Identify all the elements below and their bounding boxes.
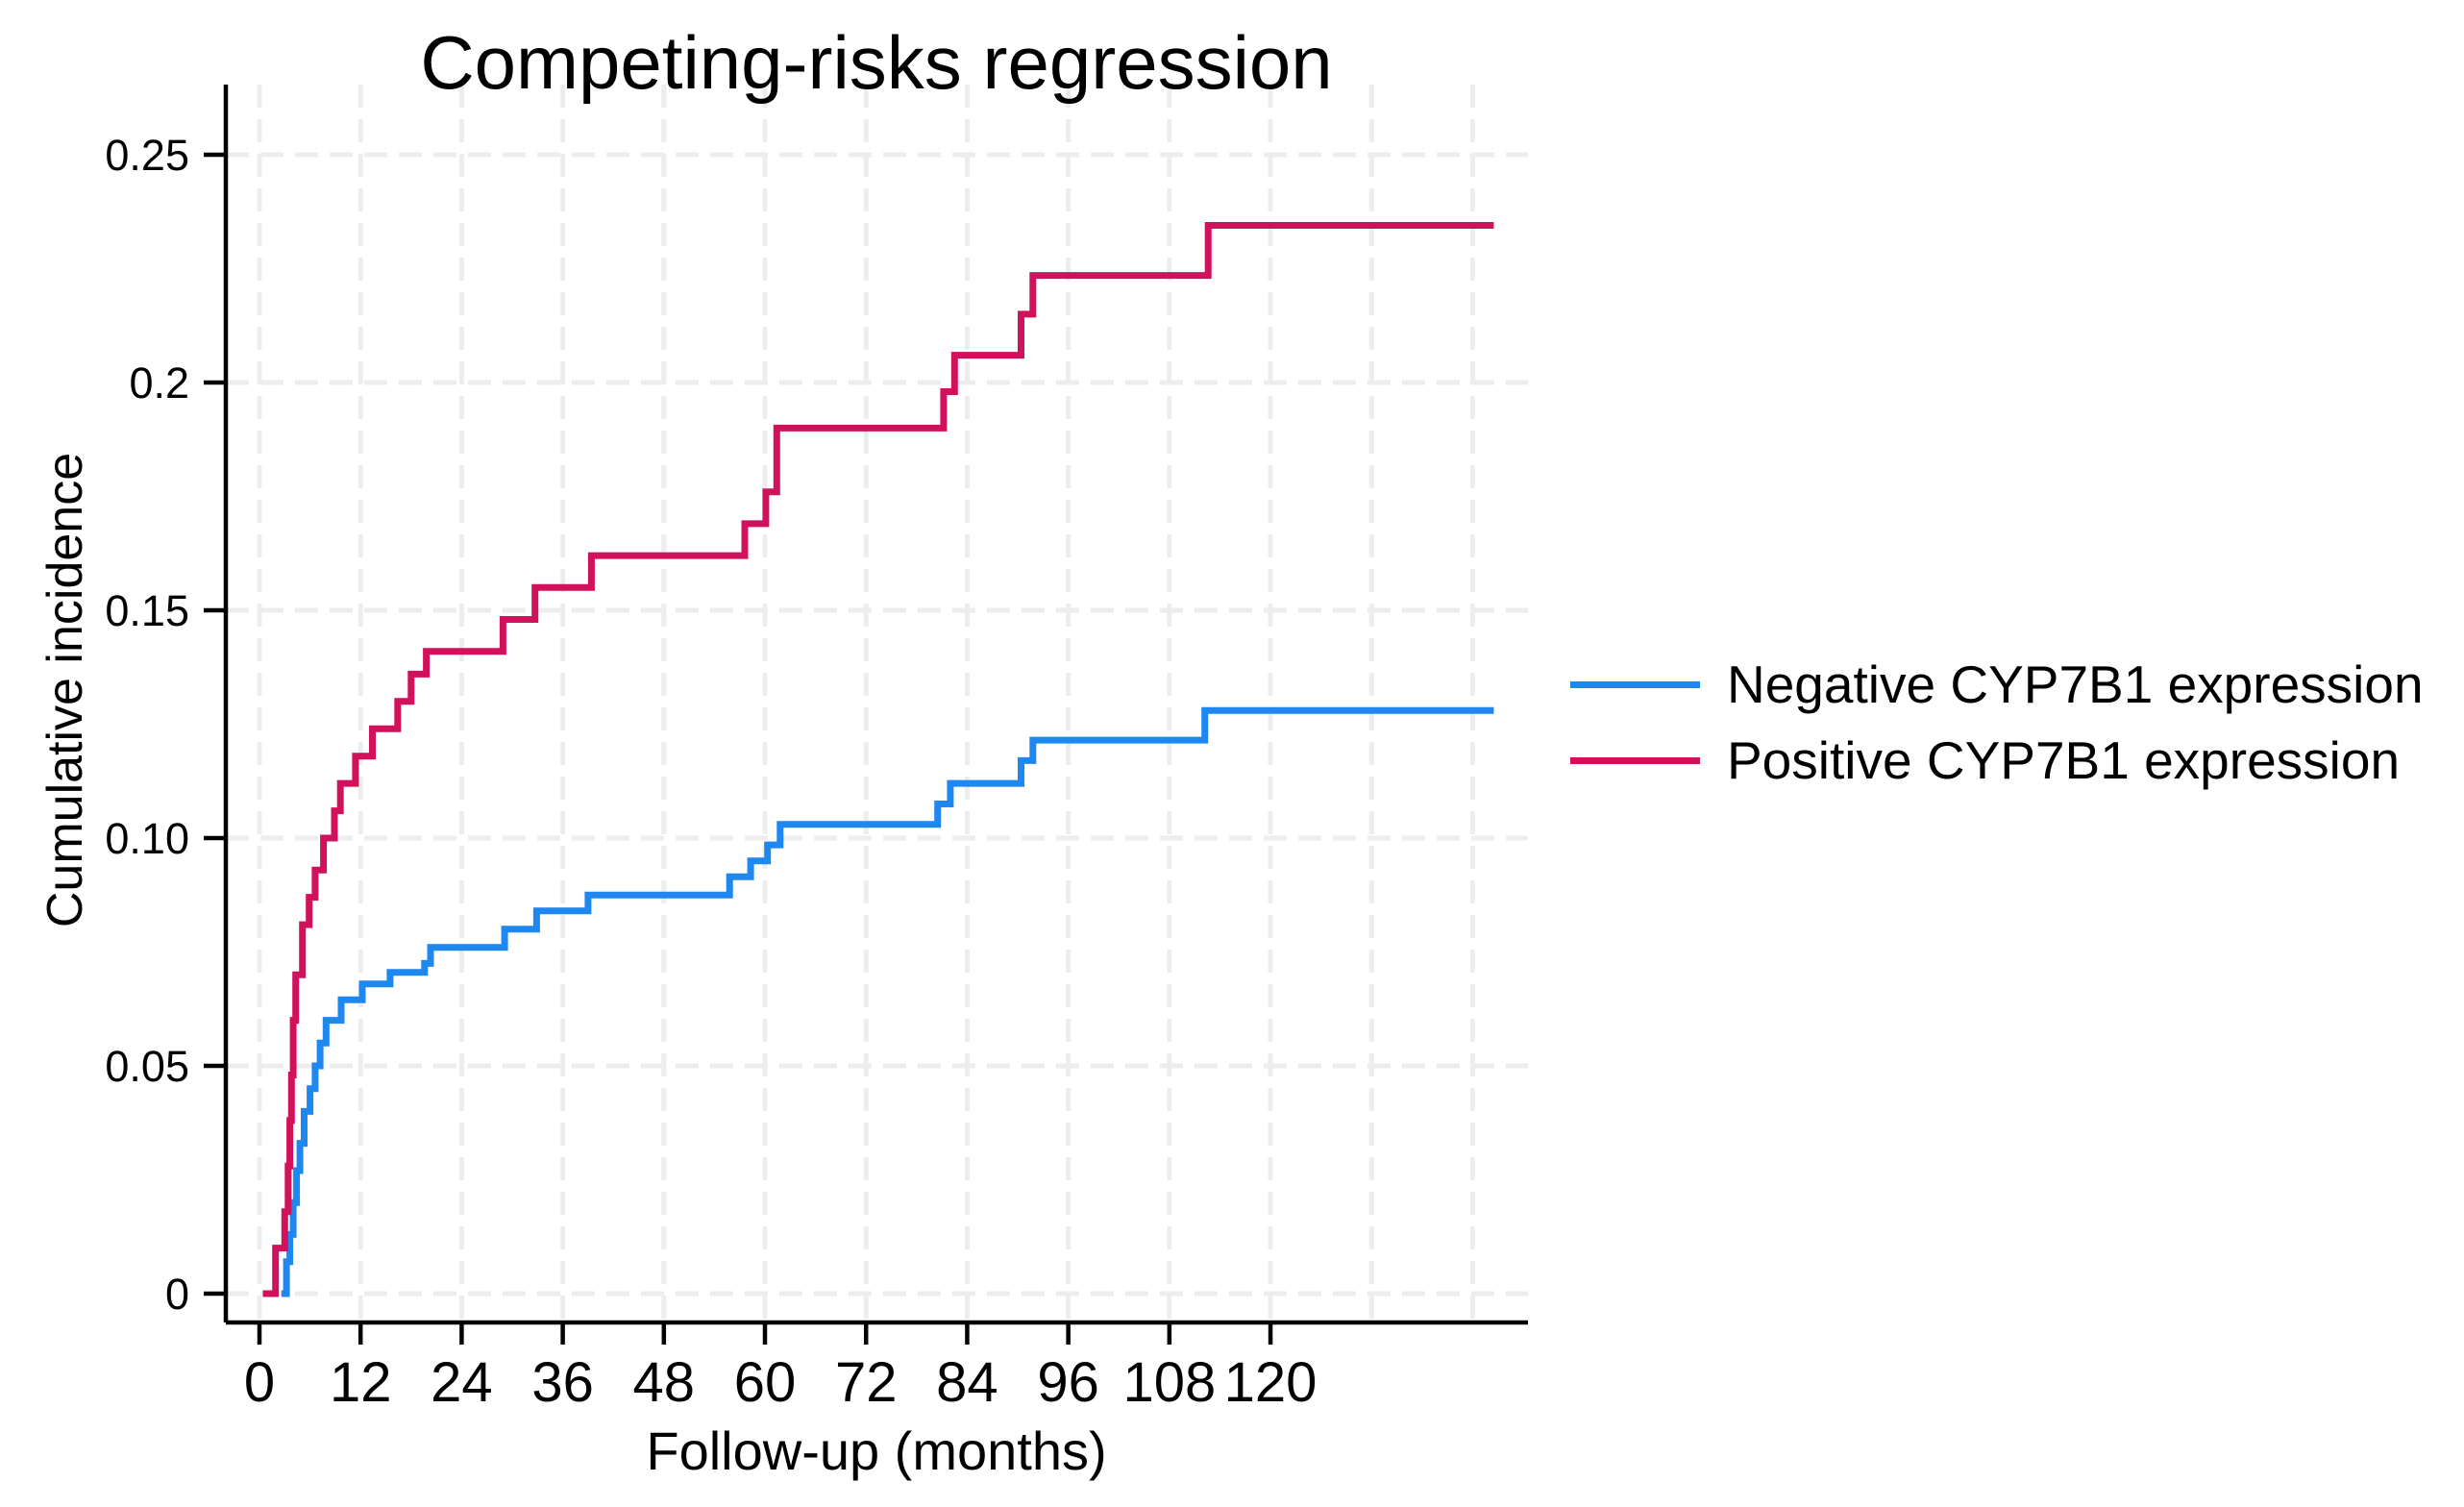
- y-tick-label: 0.15: [105, 586, 189, 635]
- y-tick-label: 0.2: [129, 358, 189, 408]
- x-tick-label: 48: [633, 1351, 696, 1414]
- legend-label-positive: Positive CYP7B1 expression: [1727, 730, 2401, 790]
- y-tick-label: 0.10: [105, 814, 189, 863]
- legend-item-negative: Negative CYP7B1 expression: [1570, 654, 2424, 715]
- legend-item-positive: Positive CYP7B1 expression: [1570, 729, 2424, 791]
- chart-title: Competing-risks regression: [420, 20, 1333, 105]
- positive-series-line-swatch: [1570, 756, 1700, 764]
- x-tick-label: 0: [244, 1351, 275, 1414]
- negative-series-curve: [281, 706, 1494, 1297]
- x-tick-label: 72: [835, 1351, 898, 1414]
- x-tick-label: 36: [531, 1351, 594, 1414]
- y-tick-label: 0: [165, 1270, 189, 1319]
- negative-series-line-swatch: [1570, 680, 1700, 688]
- legend-label-negative: Negative CYP7B1 expression: [1727, 655, 2424, 714]
- x-tick-label: 120: [1224, 1351, 1318, 1414]
- x-tick-label: 84: [936, 1351, 998, 1414]
- y-axis-title: Cumulative incidence: [37, 452, 93, 928]
- x-tick-label: 60: [734, 1351, 797, 1414]
- x-tick-label: 96: [1037, 1351, 1099, 1414]
- positive-series-curve: [262, 222, 1494, 1297]
- x-tick-label: 108: [1122, 1351, 1216, 1414]
- x-axis-title: Follow-up (months): [646, 1421, 1107, 1481]
- y-tick-label: 0.25: [105, 131, 189, 180]
- y-tick-label: 0.05: [105, 1042, 189, 1091]
- legend: Negative CYP7B1 expression Positive CYP7…: [1570, 654, 2424, 805]
- x-tick-label: 24: [431, 1351, 493, 1414]
- x-tick-label: 12: [330, 1351, 392, 1414]
